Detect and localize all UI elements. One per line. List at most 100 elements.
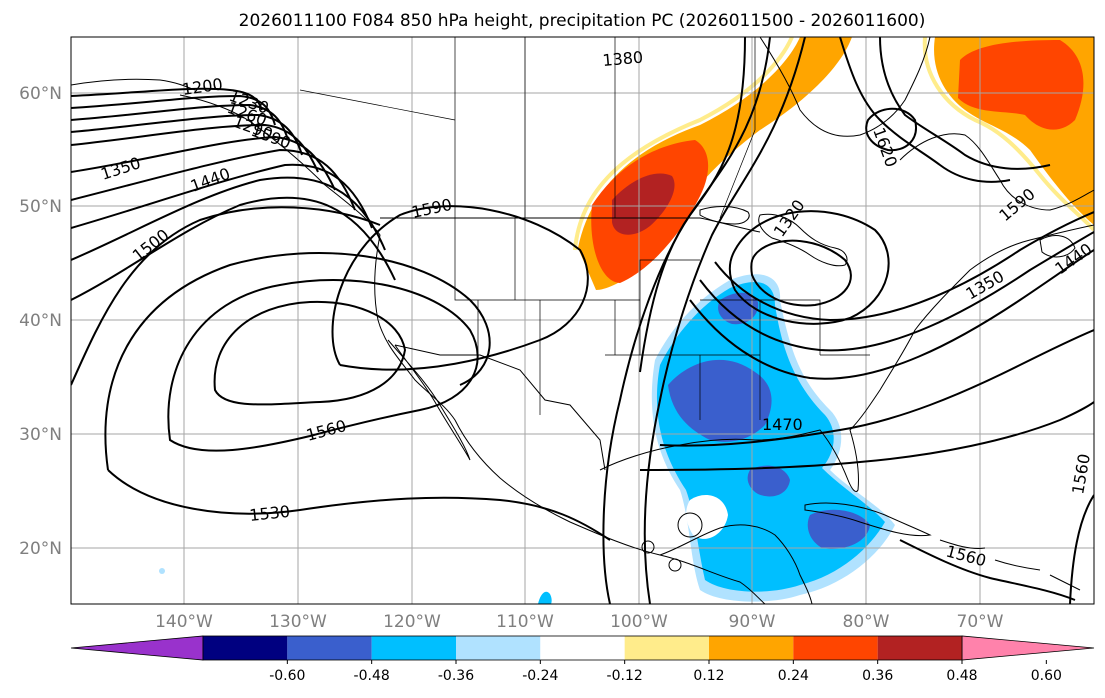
- cyan-dot-pacific: [159, 568, 165, 574]
- cyan-spot-mexico-west: [538, 591, 552, 604]
- colorbar-segment: [624, 636, 709, 660]
- precip-shading-positive: [573, 37, 1094, 290]
- contour-1560: [167, 279, 479, 452]
- yucatan: [659, 524, 813, 604]
- contour-low-center: [750, 239, 852, 307]
- alaska-coast: [71, 78, 196, 91]
- colorbar-tick-label: 0.12: [693, 668, 724, 684]
- colorbar-segment: [540, 636, 625, 660]
- cuba: [804, 502, 932, 537]
- hudson-bay-outline: [759, 37, 931, 137]
- colorbar-segment: [877, 636, 962, 660]
- baja-california: [387, 339, 471, 461]
- contour-low-ring: [728, 210, 890, 325]
- us-mexico-border: [394, 344, 606, 471]
- colorbar-segment: [371, 636, 456, 660]
- contour-trough-1: [602, 37, 771, 604]
- contour-north-1: [839, 37, 1011, 183]
- graticule: [71, 37, 1094, 604]
- lon-label: 130°W: [269, 612, 327, 632]
- island-ring-mexico-1: [677, 512, 703, 538]
- colorbar-segment: [203, 636, 288, 660]
- colorbar-extend-high: [961, 635, 1095, 661]
- contour-1410: [71, 163, 373, 229]
- colorbar-extend-low: [70, 635, 204, 661]
- lon-label: 140°W: [155, 612, 213, 632]
- lon-label: 80°W: [843, 612, 890, 632]
- lat-label: 30°N: [19, 425, 62, 445]
- contour-east-2: [699, 231, 1094, 352]
- contour-label: 1470: [762, 415, 803, 434]
- height-contours: [71, 37, 1094, 604]
- coastlines-borders: [71, 37, 1094, 604]
- great-lakes: [758, 213, 848, 267]
- contour-1560-caribbean: [899, 539, 1076, 601]
- caribbean-islands: [939, 539, 1081, 591]
- lon-label: 110°W: [496, 612, 554, 632]
- contour-east-1: [689, 249, 1094, 380]
- colorbar-tick-label: 0.60: [1031, 668, 1062, 684]
- contour-label: 1380: [602, 48, 644, 70]
- colorbar: -0.60 -0.48 -0.36 -0.24 -0.12 0.12 0.24 0.36 0.4…: [70, 635, 1095, 684]
- contour-1260: [71, 103, 289, 141]
- contour-1560-atlantic: [1069, 494, 1094, 604]
- colorbar-segment: [287, 636, 372, 660]
- colorbar-tick-label: -0.36: [438, 668, 474, 684]
- contour-1590: [331, 205, 589, 371]
- lat-label: 50°N: [19, 197, 62, 217]
- contour-1560-inner: [213, 300, 407, 406]
- colorbar-tick-label: -0.24: [522, 668, 558, 684]
- colorbar-tick-label: 0.36: [862, 668, 893, 684]
- contour-1530-east: [639, 401, 1094, 471]
- blue-area-gulf: [747, 465, 790, 497]
- pacific-coastline: [179, 94, 766, 604]
- colorbar-tick-label: 0.24: [778, 668, 809, 684]
- colorbar-frame: [202, 635, 963, 661]
- contour-trough-2: [643, 37, 806, 604]
- canadian-provinces: [299, 37, 756, 219]
- colorbar-tick-label: -0.12: [607, 668, 643, 684]
- contour-1500: [71, 206, 381, 386]
- precip-shading-negative: [159, 274, 895, 604]
- lon-label: 90°W: [729, 612, 776, 632]
- contour-1470: [71, 196, 396, 301]
- contour-1380: [71, 148, 356, 211]
- contour-1530-west: [104, 252, 491, 471]
- island-ring-mexico-2: [641, 540, 655, 554]
- contour-1530-south: [107, 469, 611, 541]
- contour-label: 1530: [248, 502, 290, 525]
- colorbar-tick-label: -0.60: [269, 668, 305, 684]
- contour-labels: 1200 1230 1260 1290 1350 1380 1440 1500 …: [98, 48, 1095, 571]
- lon-label: 120°W: [383, 612, 441, 632]
- contour-ring-hudson: [865, 107, 917, 152]
- figure-title: 2026011100 F084 850 hPa height, precipit…: [239, 11, 926, 31]
- darkred-area-pacific-nw: [612, 173, 675, 235]
- colorbar-tick-label: 0.48: [946, 668, 977, 684]
- contour-1290: [71, 113, 303, 156]
- contour-1440: [71, 176, 386, 261]
- newfoundland: [1039, 235, 1076, 258]
- red-area-northeast: [958, 40, 1084, 130]
- yellow-outline-nw: [573, 37, 794, 251]
- lon-label: 70°W: [957, 612, 1004, 632]
- lat-label: 40°N: [19, 311, 62, 331]
- colorbar-segment: [709, 636, 794, 660]
- yellow-outline-northeast: [922, 37, 1094, 232]
- contour-1230: [71, 94, 276, 126]
- blue-area-gulf-coast: [668, 359, 772, 442]
- contour-trough-3: [639, 37, 746, 373]
- contour-east-3: [714, 211, 1094, 322]
- greenland-labrador: [899, 133, 1094, 211]
- map-area: 1200 1230 1260 1290 1350 1380 1440 1500 …: [70, 36, 1096, 605]
- colorbar-segment: [456, 636, 541, 660]
- contour-1470-gulf: [659, 329, 1094, 447]
- lat-label: 60°N: [19, 84, 62, 104]
- gulf-coastline: [599, 224, 1094, 493]
- blue-area-arkansas: [718, 292, 759, 325]
- island-ring-mexico-3: [668, 558, 682, 572]
- lon-label: 100°W: [610, 612, 668, 632]
- map-frame: [70, 36, 1095, 605]
- white-hole-mexico: [686, 495, 728, 539]
- lat-label: 20°N: [19, 539, 62, 559]
